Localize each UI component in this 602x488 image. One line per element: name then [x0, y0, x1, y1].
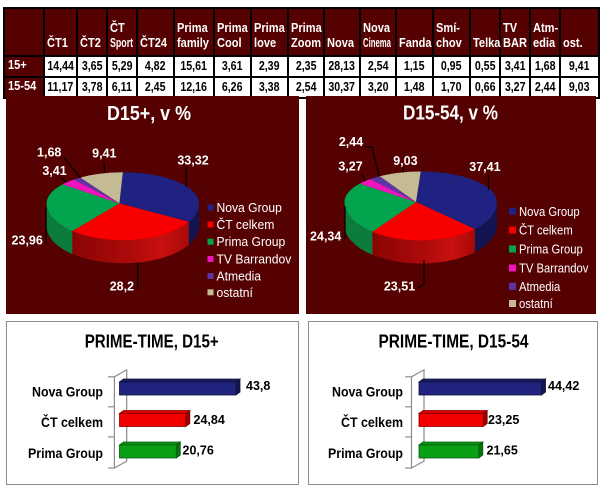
svg-text:1,68: 1,68: [37, 146, 61, 160]
svg-text:D15-54, v %: D15-54, v %: [403, 103, 498, 125]
svg-text:9,41: 9,41: [92, 147, 116, 161]
svg-text:TV Barrandov: TV Barrandov: [519, 262, 589, 276]
svg-text:23,51: 23,51: [384, 279, 415, 293]
svg-text:ostatní: ostatní: [519, 297, 553, 311]
svg-text:ČT celkem: ČT celkem: [41, 413, 103, 430]
svg-text:24,34: 24,34: [310, 229, 341, 243]
svg-text:Nova Group: Nova Group: [217, 201, 282, 215]
svg-text:ČT celkem: ČT celkem: [217, 217, 275, 232]
svg-text:23,25: 23,25: [488, 413, 519, 427]
svg-text:ČT celkem: ČT celkem: [519, 223, 573, 238]
svg-text:21,65: 21,65: [487, 444, 518, 458]
svg-text:Prima Group: Prima Group: [28, 445, 103, 461]
svg-text:Nova Group: Nova Group: [32, 384, 103, 400]
svg-text:2,44: 2,44: [339, 135, 363, 149]
svg-text:TV Barrandov: TV Barrandov: [217, 253, 293, 267]
svg-text:44,42: 44,42: [548, 379, 579, 393]
svg-text:Atmedia: Atmedia: [217, 270, 262, 284]
svg-text:ostatní: ostatní: [217, 286, 254, 300]
svg-text:D15+, v %: D15+, v %: [107, 103, 191, 125]
svg-text:ČT celkem: ČT celkem: [341, 413, 403, 430]
svg-text:33,32: 33,32: [177, 154, 208, 168]
svg-text:28,2: 28,2: [110, 280, 134, 294]
svg-text:PRIME-TIME, D15-54: PRIME-TIME, D15-54: [379, 332, 529, 352]
svg-text:24,84: 24,84: [194, 413, 225, 427]
svg-text:23,96: 23,96: [12, 234, 43, 248]
svg-text:Prima Group: Prima Group: [519, 243, 583, 257]
svg-text:43,8: 43,8: [246, 379, 270, 393]
svg-text:9,03: 9,03: [393, 154, 417, 168]
svg-text:PRIME-TIME, D15+: PRIME-TIME, D15+: [85, 332, 219, 352]
svg-text:Prima Group: Prima Group: [328, 445, 403, 461]
svg-text:3,41: 3,41: [42, 164, 66, 178]
svg-text:37,41: 37,41: [469, 160, 500, 174]
svg-text:Atmedia: Atmedia: [519, 280, 560, 294]
svg-text:3,27: 3,27: [338, 160, 362, 174]
svg-text:Nova Group: Nova Group: [519, 205, 580, 219]
svg-text:Nova Group: Nova Group: [332, 384, 403, 400]
svg-text:Prima Group: Prima Group: [217, 235, 286, 249]
svg-text:20,76: 20,76: [183, 444, 214, 458]
